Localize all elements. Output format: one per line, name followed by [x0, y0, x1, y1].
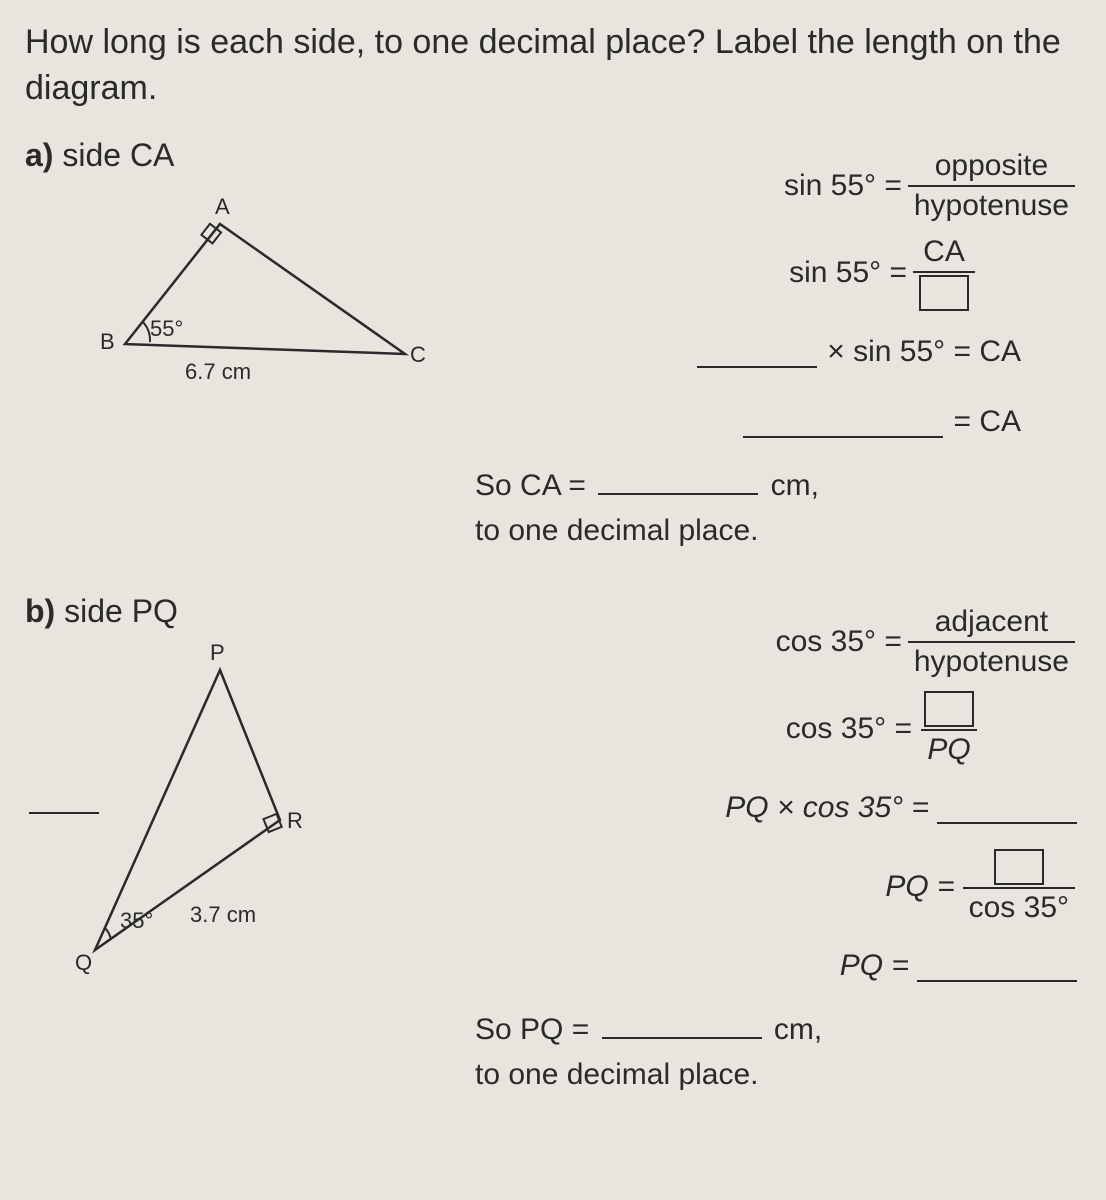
eq-b2-den: PQ [921, 729, 976, 767]
eq-a1-num: opposite [929, 149, 1054, 185]
eq-b5: PQ = [475, 937, 1081, 995]
eq-a2-den[interactable] [913, 271, 975, 311]
answer-b: So PQ = cm, to one decimal place. [475, 1007, 1081, 1097]
eq-b3: PQ × cos 35° = [475, 779, 1081, 837]
answer-b-blank[interactable] [602, 1007, 762, 1039]
vertex-c: C [410, 342, 426, 368]
vertex-r: R [287, 808, 303, 834]
answer-b-prefix: So PQ = [475, 1013, 589, 1046]
triangle-b: P Q R 35° 3.7 cm [25, 640, 425, 970]
vertex-q: Q [75, 950, 92, 976]
answer-a-prefix: So CA = [475, 469, 586, 502]
vertex-b: B [100, 329, 115, 355]
base-qr: 3.7 cm [190, 902, 256, 928]
part-a-label: a) side CA [25, 137, 445, 174]
page-header: How long is each side, to one decimal pl… [25, 20, 1081, 112]
triangle-a: A B C 55° 6.7 cm [25, 184, 425, 404]
eq-b3-blank[interactable] [937, 792, 1077, 824]
part-b: b) side PQ P Q R 35° 3.7 cm cos 35° = ad… [25, 593, 1081, 1097]
eq-b1-den: hypotenuse [908, 641, 1075, 679]
eq-b1-left: cos 35° = [776, 625, 902, 659]
eq-a3-blank[interactable] [697, 336, 817, 368]
part-a-text: side CA [62, 137, 174, 173]
part-a-prefix: a) [25, 137, 53, 173]
eq-b2: cos 35° = PQ [475, 691, 1081, 767]
angle-b: 55° [150, 316, 183, 342]
answer-a: So CA = cm, to one decimal place. [475, 463, 1081, 553]
eq-a4-blank[interactable] [743, 406, 943, 438]
eq-b2-left: cos 35° = [786, 712, 912, 746]
part-a: a) side CA A B C 55° 6.7 cm sin 55° = op… [25, 137, 1081, 553]
eq-b4: PQ = cos 35° [475, 849, 1081, 925]
part-b-prefix: b) [25, 593, 55, 629]
eq-b1: cos 35° = adjacent hypotenuse [475, 605, 1081, 679]
eq-a4: = CA [475, 393, 1081, 451]
eq-b3-left: PQ × cos 35° = [725, 791, 929, 825]
eq-b4-left: PQ = [885, 870, 954, 904]
side-blank-b[interactable] [25, 790, 103, 820]
vertex-a: A [215, 194, 230, 220]
vertex-p: P [210, 640, 225, 666]
eq-b4-den: cos 35° [963, 887, 1075, 925]
eq-a3: × sin 55° = CA [475, 323, 1081, 381]
eq-b2-num[interactable] [918, 691, 980, 729]
angle-q: 35° [120, 908, 153, 934]
eq-b4-num[interactable] [988, 849, 1050, 887]
eq-b5-blank[interactable] [917, 950, 1077, 982]
eq-a3-mid: × sin 55° = CA [827, 335, 1021, 369]
eq-a1-den: hypotenuse [908, 185, 1075, 223]
answer-a-blank[interactable] [598, 463, 758, 495]
part-b-label: b) side PQ [25, 593, 445, 630]
eq-a2: sin 55° = CA [475, 235, 1081, 311]
eq-a2-left: sin 55° = [789, 256, 907, 290]
answer-a-unit: cm, [771, 469, 819, 502]
answer-a-note: to one decimal place. [475, 514, 759, 547]
eq-a4-right: = CA [953, 405, 1021, 439]
part-b-text: side PQ [64, 593, 178, 629]
eq-a1: sin 55° = opposite hypotenuse [475, 149, 1081, 223]
eq-a1-left: sin 55° = [784, 169, 902, 203]
answer-b-note: to one decimal place. [475, 1058, 759, 1091]
eq-a2-num: CA [917, 235, 971, 271]
base-bc: 6.7 cm [185, 359, 251, 385]
answer-b-unit: cm, [774, 1013, 822, 1046]
eq-b5-left: PQ = [840, 949, 909, 983]
eq-b1-num: adjacent [929, 605, 1054, 641]
